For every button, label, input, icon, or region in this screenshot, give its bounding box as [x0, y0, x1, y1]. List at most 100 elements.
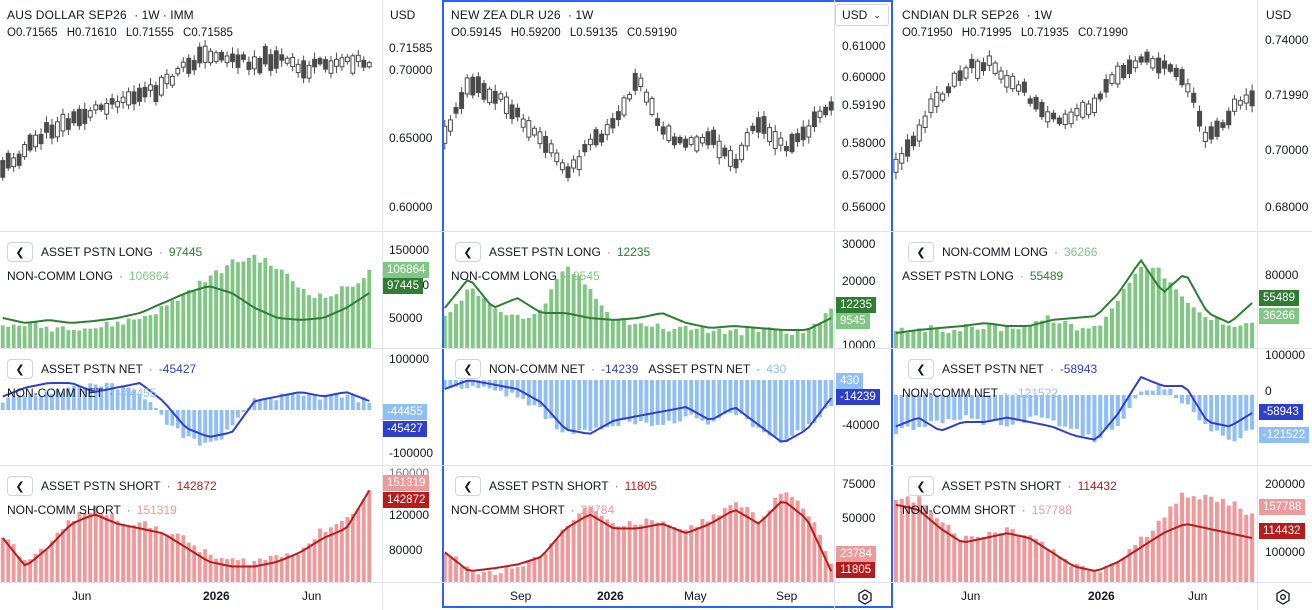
candle-body	[1208, 126, 1214, 140]
long-bar	[917, 328, 922, 348]
candle-body	[71, 111, 77, 124]
net-bar	[1004, 395, 1009, 427]
chart-column-cad[interactable]: CNDIAN DLR SEP26 · 1W O0.71950 H0.71995 …	[893, 0, 1312, 610]
symbol-name[interactable]: CNDIAN DLR SEP26	[902, 8, 1020, 22]
indicator-legend-net-1[interactable]: ❮ ASSET PSTN NET · -45427	[7, 359, 196, 379]
collapse-indicator-button[interactable]: ❮	[908, 359, 934, 379]
symbol-legend[interactable]: NEW ZEA DLR U26 · 1W	[451, 8, 593, 22]
long-bar	[829, 308, 834, 348]
indicator-legend-long-2[interactable]: NON-COMM LONG · 9545	[451, 269, 600, 283]
collapse-indicator-button[interactable]: ❮	[7, 242, 33, 262]
indicator-legend-short-2[interactable]: NON-COMM SHORT · 151319	[7, 503, 177, 517]
candle-body	[169, 75, 175, 86]
short-bar	[1185, 497, 1190, 582]
candle-body	[969, 58, 975, 69]
candle-body	[772, 131, 778, 149]
long-bar	[1022, 324, 1027, 348]
chart-column-nzd[interactable]: NEW ZEA DLR U26 · 1W O0.59145 H0.59200 L…	[442, 0, 893, 610]
indicator-legend-short-1[interactable]: ❮ ASSET PSTN SHORT · 11805	[455, 476, 657, 496]
currency-label[interactable]: USD	[390, 8, 416, 22]
short-bar	[88, 512, 93, 582]
collapse-indicator-button[interactable]: ❮	[7, 359, 33, 379]
short-bar	[745, 506, 750, 582]
short-bar	[1051, 549, 1056, 582]
short-bar	[17, 556, 22, 582]
indicator-legend-short-2[interactable]: NON-COMM SHORT · 23784	[451, 503, 615, 517]
symbol-legend[interactable]: AUS DOLLAR SEP26 · 1W · IMM	[7, 8, 194, 22]
short-bar	[6, 539, 11, 582]
long-bar	[778, 328, 783, 348]
ohlc-readout: O0.71950 H0.71995 L0.71935 C0.71990	[902, 27, 1128, 39]
candle-body	[1249, 90, 1255, 107]
settings-gear-icon[interactable]	[1271, 585, 1295, 609]
candle-body	[1033, 96, 1039, 110]
short-value-tag: 114432	[1259, 523, 1305, 539]
candle-body	[1109, 74, 1115, 84]
last-price-label: 0.71585	[389, 41, 433, 55]
net-bar	[1057, 395, 1062, 427]
long-bar	[812, 323, 817, 348]
short-bar	[246, 565, 251, 582]
collapse-indicator-button[interactable]: ❮	[908, 242, 934, 262]
net-bar	[1244, 395, 1249, 431]
currency-dropdown[interactable]: USD ⌄	[835, 4, 889, 26]
currency-label[interactable]: USD	[1266, 8, 1292, 22]
indicator-legend-net-2[interactable]: NON-COMM NET · -121522	[902, 386, 1059, 400]
indicator-legend-net-2[interactable]: NON-COMM NET · -44455	[7, 386, 157, 400]
indicator-legend-net[interactable]: ❮ NON-COMM NET · -14239 ASSET PSTN NET · 4…	[455, 359, 786, 379]
indicator-legend-short-1[interactable]: ❮ ASSET PSTN SHORT · 114432	[908, 476, 1117, 496]
long-axis-label: 50000	[389, 311, 423, 325]
indicator-legend-net-1[interactable]: ❮ ASSET PSTN NET · -58943	[908, 359, 1097, 379]
chart-canvas[interactable]	[442, 0, 834, 582]
chart-canvas[interactable]	[893, 0, 1257, 582]
net-bar	[126, 387, 131, 410]
indicator-legend-short-2[interactable]: NON-COMM SHORT · 157788	[902, 503, 1072, 517]
short-bar	[538, 556, 542, 582]
long-bar	[126, 318, 131, 348]
candle-body	[722, 147, 728, 157]
settings-gear-icon[interactable]	[853, 585, 877, 609]
price-scale-divider[interactable]	[382, 0, 383, 610]
net-bar	[50, 393, 54, 410]
long-bar	[694, 328, 699, 348]
chart-column-aud[interactable]: AUS DOLLAR SEP26 · 1W · IMM O0.71565 H0.…	[0, 0, 442, 610]
collapse-indicator-button[interactable]: ❮	[7, 476, 33, 496]
collapse-indicator-button[interactable]: ❮	[455, 476, 481, 496]
candle-body	[1121, 64, 1127, 79]
long-bar	[459, 300, 464, 348]
short-bar	[99, 513, 104, 582]
pane-divider[interactable]	[0, 231, 1312, 232]
short-bar	[498, 573, 503, 582]
pane-divider[interactable]	[0, 348, 1312, 349]
collapse-indicator-button[interactable]: ❮	[908, 476, 934, 496]
candle-body	[940, 93, 946, 101]
short-bar	[1150, 530, 1155, 582]
net-bar	[285, 393, 290, 410]
candle-body	[520, 118, 526, 128]
price-axis-label: 0.65000	[389, 131, 433, 145]
chart-canvas[interactable]	[0, 0, 382, 582]
collapse-indicator-button[interactable]: ❮	[455, 242, 481, 262]
long-bar	[1069, 323, 1074, 348]
long-bar	[296, 287, 301, 348]
indicator-legend-long-1[interactable]: ❮ NON-COMM LONG · 36266	[908, 242, 1097, 262]
symbol-name[interactable]: AUS DOLLAR SEP26	[7, 8, 127, 22]
price-scale-divider[interactable]	[1257, 0, 1258, 610]
collapse-indicator-button[interactable]: ❮	[455, 359, 481, 379]
net-bar	[121, 386, 126, 410]
symbol-legend[interactable]: CNDIAN DLR SEP26 · 1W	[902, 8, 1052, 22]
indicator-legend-long-1[interactable]: ❮ ASSET PSTN LONG · 97445	[7, 242, 202, 262]
indicator-legend-long-2[interactable]: NON-COMM LONG · 106864	[7, 269, 170, 283]
short-bar	[1039, 541, 1044, 582]
symbol-name[interactable]: NEW ZEA DLR U26	[451, 8, 561, 22]
long-bar	[795, 328, 800, 348]
time-axis-label: Jun	[302, 589, 322, 603]
candle-body	[142, 86, 148, 98]
price-scale-divider[interactable]	[834, 0, 835, 610]
pane-divider[interactable]	[0, 465, 1312, 466]
net-bar	[1045, 395, 1050, 419]
indicator-legend-short-1[interactable]: ❮ ASSET PSTN SHORT · 142872	[7, 476, 217, 496]
short-bar	[126, 525, 131, 582]
indicator-legend-long-2[interactable]: ASSET PSTN LONG · 55489	[902, 269, 1064, 283]
indicator-legend-long-1[interactable]: ❮ ASSET PSTN LONG · 12235	[455, 242, 650, 262]
